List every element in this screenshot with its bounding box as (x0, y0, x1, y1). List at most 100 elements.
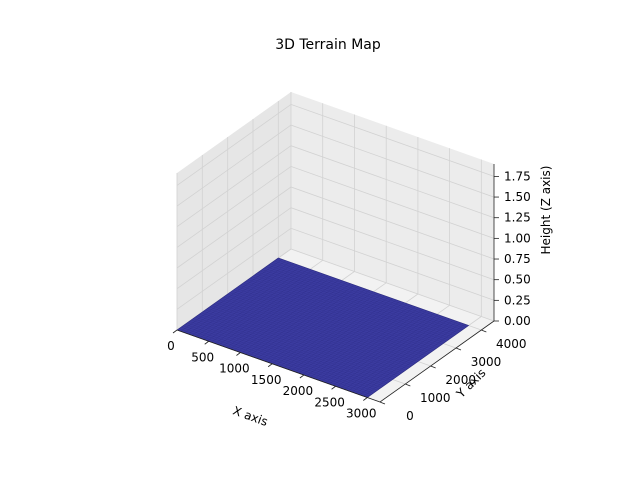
x-tick-label: 0 (167, 339, 175, 353)
x-tick-mark (172, 329, 178, 334)
z-grid-line (176, 145, 495, 228)
surface-mesh-line (270, 263, 461, 332)
surface-mesh-line (266, 266, 457, 335)
x-tick-label: 2000 (283, 384, 314, 398)
z-grid-line (176, 165, 495, 248)
surface-mesh-line (191, 319, 382, 388)
x-axis-label: X axis (231, 403, 270, 428)
left-pane (177, 92, 291, 330)
surface-mesh-line (264, 267, 455, 336)
z-tick-label: 1.50 (504, 190, 531, 204)
z-tick-label: 1.75 (504, 169, 531, 183)
back-pane (291, 92, 494, 321)
x-tick-mark (299, 374, 305, 379)
surface-mesh-line (262, 269, 453, 338)
surface-mesh-line (197, 315, 388, 384)
y-tick-label: 0 (406, 409, 414, 423)
x-tick-mark (204, 340, 209, 345)
surface-mesh-line (268, 265, 459, 333)
z-grid-line (176, 227, 495, 310)
chart-title: 3D Terrain Map (275, 37, 381, 53)
surface-mesh-line (205, 309, 396, 378)
surface-mesh-line (185, 324, 376, 392)
z-grid-line (176, 186, 495, 269)
surface-mesh-line (181, 326, 372, 395)
surface-mesh-line (249, 278, 441, 346)
surface-mesh-line (255, 273, 447, 342)
x-tick-label: 500 (191, 350, 214, 364)
z-tick-label: 0.75 (504, 252, 531, 266)
surface-mesh-line (221, 298, 412, 366)
surface-mesh-line (276, 259, 467, 328)
surface-mesh-line (227, 293, 419, 362)
surface-mesh-line (207, 308, 398, 377)
surface-mesh-line (211, 305, 402, 374)
surface-mesh-line (219, 299, 410, 368)
surface-mesh-line (245, 280, 437, 349)
z-grid-line (176, 207, 495, 290)
surface-mesh-line (193, 318, 384, 387)
x-tick-mark (236, 352, 241, 356)
y-tick-label: 4000 (496, 337, 527, 351)
surface-mesh-line (229, 292, 421, 361)
surface-mesh-line (209, 306, 400, 375)
axis-lines (172, 164, 499, 405)
y-tick-label: 1000 (420, 391, 451, 405)
z-tick-label: 0.00 (504, 314, 531, 328)
surface-mesh-line (189, 321, 380, 390)
y-tick-label: 3000 (471, 355, 502, 369)
surface-mesh-line (225, 295, 417, 364)
x-tick-label: 3000 (346, 407, 377, 421)
y-tick-mark (481, 329, 487, 333)
surface-mesh-line (178, 328, 370, 397)
x-tick-label: 2500 (314, 395, 345, 409)
surface-mesh-line (241, 283, 433, 352)
surface-mesh-line (253, 275, 445, 343)
z-tick-label: 0.50 (504, 273, 531, 287)
surface-mesh-line (213, 303, 404, 372)
surface-mesh-line (217, 301, 408, 369)
surface-mesh-line (195, 316, 386, 385)
surface-mesh-line (215, 302, 406, 371)
z-axis-label: Height (Z axis) (539, 166, 553, 255)
surface-mesh-line (201, 312, 392, 381)
surface-mesh-line (251, 276, 443, 345)
y-tick-label: 2000 (445, 373, 476, 387)
terrain-surface (176, 257, 470, 398)
x-tick-mark (363, 397, 368, 401)
y-axis-line (379, 320, 495, 403)
y-tick-mark (455, 347, 462, 351)
surface-mesh-line (247, 279, 439, 348)
y-tick-mark (379, 401, 386, 405)
surface-mesh-line (237, 286, 429, 355)
x-tick-mark (267, 363, 273, 368)
surface-mesh-line (187, 322, 378, 391)
surface-mesh-line (199, 314, 390, 382)
surface-mesh-line (203, 311, 394, 379)
z-grid-line (176, 103, 495, 186)
surface-mesh-line (233, 289, 425, 358)
z-tick-label: 0.25 (504, 293, 531, 307)
surface-mesh-line (223, 296, 414, 365)
surface-mesh-line (274, 260, 465, 329)
surface-mesh-line (272, 262, 463, 330)
x-tick-label: 1500 (251, 373, 282, 387)
surface-mesh-line (243, 282, 435, 351)
surface-mesh-line (231, 290, 423, 359)
surface-mesh-line (239, 285, 431, 354)
y-tick-mark (405, 383, 411, 387)
z-tick-label: 1.25 (504, 211, 531, 225)
z-grid-line (176, 124, 495, 207)
z-tick-label: 1.00 (504, 231, 531, 245)
x-tick-mark (331, 385, 336, 390)
surface-mesh-line (183, 325, 374, 394)
x-axis-line (176, 329, 381, 403)
surface-mesh-line (258, 272, 449, 341)
surface-mesh-line (235, 288, 427, 356)
y-tick-mark (430, 365, 436, 369)
surface-mesh-line (260, 270, 451, 339)
x-tick-label: 1000 (219, 362, 250, 376)
